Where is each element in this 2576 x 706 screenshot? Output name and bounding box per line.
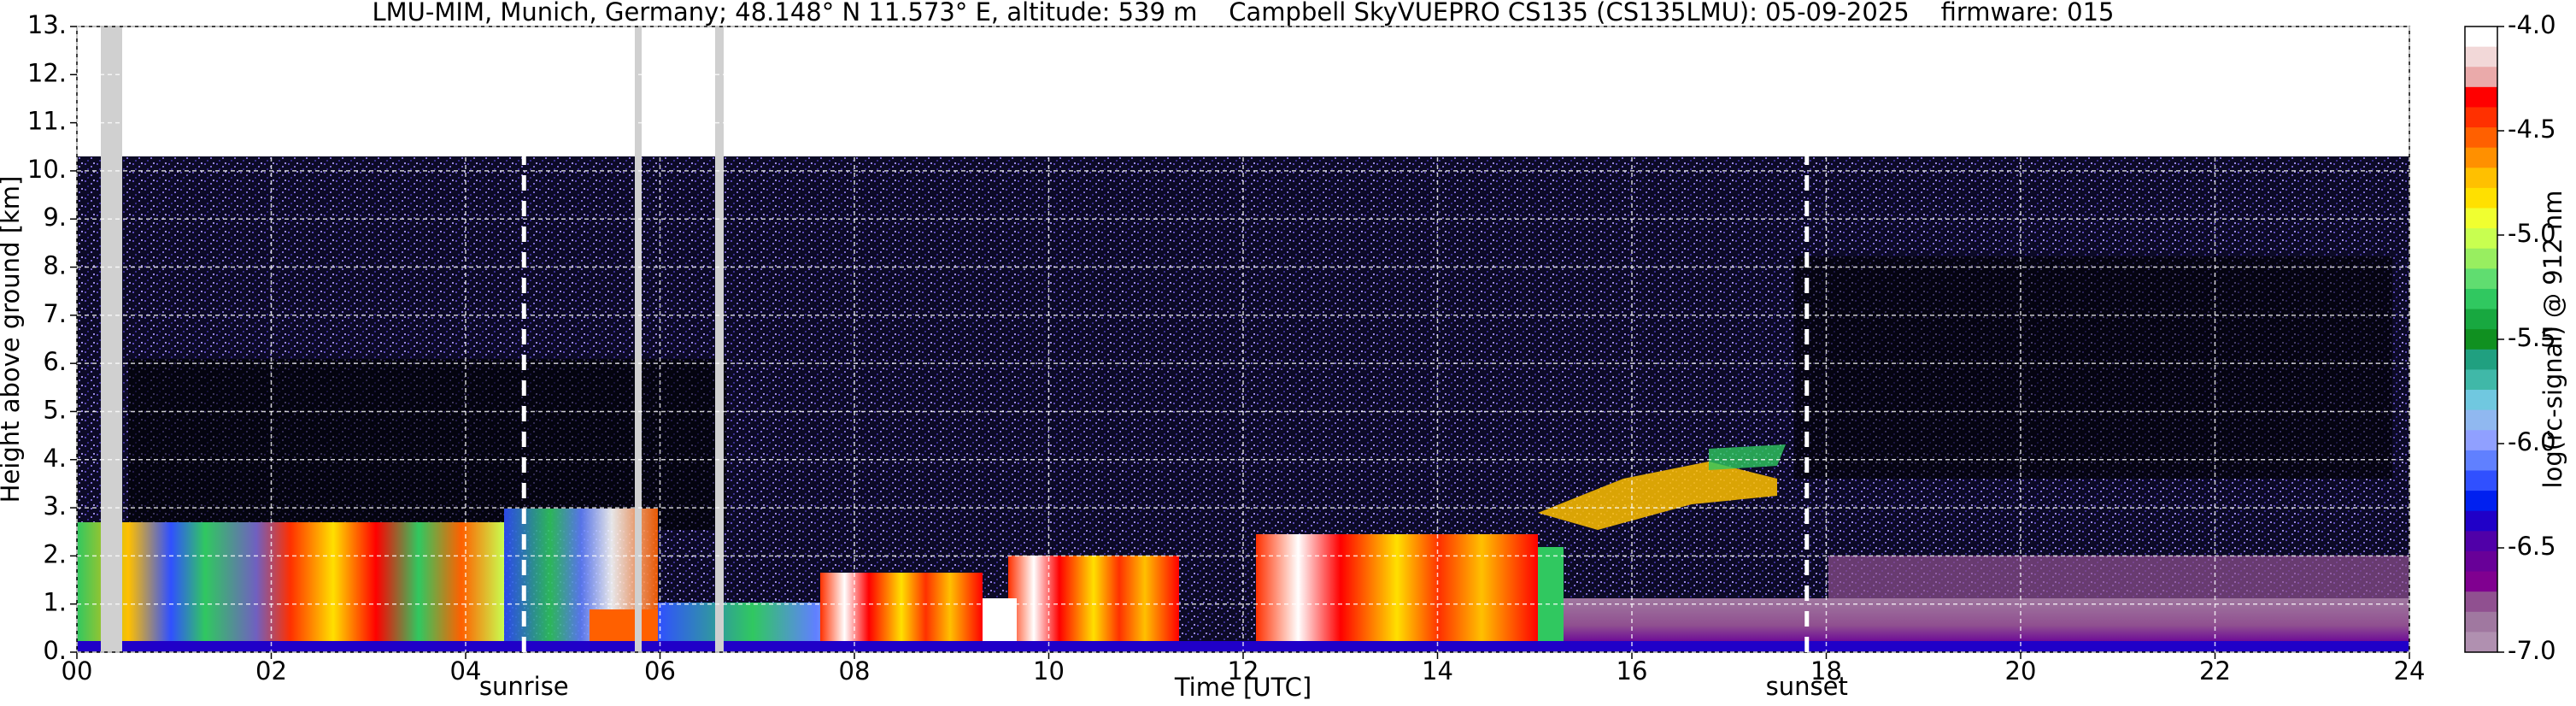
x-tick-label: 06: [644, 656, 676, 685]
annotation-label: sunset: [1766, 672, 1848, 701]
colorbar-tick-label: -6.0: [2508, 427, 2556, 456]
y-tick-label: 4.: [43, 444, 67, 473]
colorbar-swatch: [2465, 208, 2497, 229]
y-tick-label: 9.: [43, 203, 67, 232]
x-tick-label: 04: [450, 656, 482, 685]
x-tick-label: 14: [1422, 656, 1453, 685]
colorbar-swatch: [2465, 510, 2497, 532]
y-tick-label: 1.: [43, 588, 67, 617]
colorbar-swatch: [2465, 591, 2497, 613]
y-tick-label: 8.: [43, 251, 67, 280]
colorbar-swatch: [2465, 147, 2497, 168]
x-tick-label: 18: [1810, 656, 1842, 685]
y-tick-label: 10.: [27, 155, 67, 184]
x-tick-label: 02: [255, 656, 287, 685]
colorbar-swatch: [2465, 450, 2497, 471]
colorbar-swatch: [2465, 228, 2497, 250]
y-tick-label: 5.: [43, 395, 67, 424]
colorbar-swatch: [2465, 187, 2497, 209]
colorbar-swatch: [2465, 390, 2497, 411]
y-tick-label: 3.: [43, 491, 67, 521]
colorbar-swatch: [2465, 470, 2497, 491]
colorbar-swatch: [2465, 86, 2497, 108]
colorbar-swatch: [2465, 288, 2497, 310]
colorbar-swatch: [2465, 611, 2497, 632]
x-tick-label: 08: [839, 656, 871, 685]
colorbar-tick-label: -5.0: [2508, 219, 2556, 248]
x-tick-label: 12: [1228, 656, 1259, 685]
colorbar-swatch: [2465, 309, 2497, 330]
chart-title: LMU-MIM, Munich, Germany; 48.148° N 11.5…: [373, 0, 2115, 26]
x-tick-label: 16: [1617, 656, 1648, 685]
x-tick-label: 00: [62, 656, 93, 685]
x-axis-label: Time [UTC]: [1174, 673, 1311, 702]
colorbar-tick-label: -4.0: [2508, 10, 2556, 39]
y-tick-label: 11.: [27, 107, 67, 136]
colorbar-swatch: [2465, 268, 2497, 290]
colorbar-swatch: [2465, 571, 2497, 592]
colorbar-swatch: [2465, 168, 2497, 189]
colorbar-tick-label: -4.5: [2508, 115, 2556, 144]
colorbar-swatch: [2465, 67, 2497, 88]
colorbar-swatch: [2465, 632, 2497, 653]
annotation-label: sunrise: [479, 672, 569, 701]
colorbar-tick-label: -6.5: [2508, 532, 2556, 561]
colorbar-swatch: [2465, 409, 2497, 431]
colorbar-swatch: [2465, 46, 2497, 68]
colorbar-tick-label: -5.5: [2508, 323, 2556, 352]
colorbar-swatch: [2465, 550, 2497, 573]
colorbar-swatch: [2465, 26, 2497, 48]
y-axis-label: Height above ground [km]: [0, 176, 25, 503]
y-tick-label: 2.: [43, 539, 67, 568]
x-tick-label: 22: [2199, 656, 2231, 685]
colorbar-swatch: [2465, 491, 2497, 512]
y-tick-label: 0.: [43, 636, 67, 665]
colorbar-swatch: [2465, 531, 2497, 552]
colorbar-swatch: [2465, 248, 2497, 269]
colorbar-label: log(rc-signal) @ 912 nm: [2538, 191, 2567, 489]
colorbar-swatch: [2465, 329, 2497, 350]
colorbar-swatch: [2465, 107, 2497, 128]
x-tick-label: 10: [1033, 656, 1065, 685]
colorbar-swatch: [2465, 349, 2497, 370]
colorbar-tick-label: -7.0: [2508, 636, 2556, 665]
colorbar-swatch: [2465, 369, 2497, 391]
y-tick-label: 12.: [27, 58, 67, 87]
x-tick-label: 20: [2005, 656, 2037, 685]
colorbar-swatch: [2465, 430, 2497, 451]
y-tick-label: 6.: [43, 347, 67, 376]
x-tick-label: 24: [2394, 656, 2426, 685]
y-tick-label: 7.: [43, 299, 67, 328]
y-tick-label: 13.: [27, 10, 67, 39]
colorbar-swatch: [2465, 127, 2497, 149]
